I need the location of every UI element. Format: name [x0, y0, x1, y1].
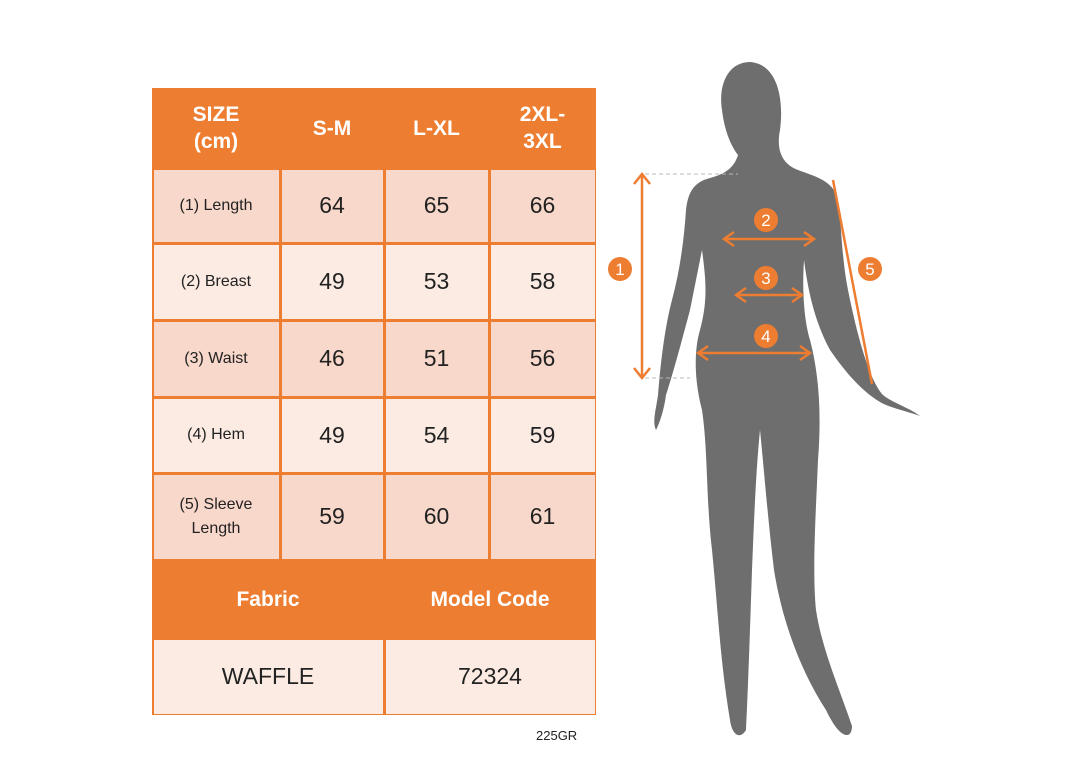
model-code-value-text: 72324 — [458, 663, 522, 689]
row-label-text: (2) Breast — [180, 272, 252, 290]
row-label-text: (3) Waist — [184, 349, 248, 367]
size-value-cell: 59 — [490, 398, 595, 472]
marker-number: 3 — [761, 269, 770, 288]
size-value-cell: 56 — [490, 321, 595, 396]
marker-3-icon — [754, 266, 778, 290]
fabric-value-text: WAFFLE — [221, 663, 315, 689]
sleeve-arrow — [831, 179, 874, 385]
size-value-cell-text: 64 — [319, 192, 345, 218]
marker-number: 5 — [865, 260, 874, 279]
size-value-cell: 59 — [281, 474, 383, 559]
size-value-cell: 51 — [385, 321, 488, 396]
size-value-cell: 54 — [385, 398, 488, 472]
size-chart-table: SIZE (cm) S-M L-XL 2XL- 3XL (1) Length 64 65 66… — [152, 88, 596, 715]
size-value-cell-text: 59 — [319, 503, 345, 529]
fabric-header: Fabric — [236, 587, 300, 611]
header-cell: 2XL- 3XL — [519, 103, 566, 153]
marker-2-icon — [754, 208, 778, 232]
row-label: (5) Sleeve Length — [153, 474, 279, 559]
size-value-cell-text: 46 — [319, 345, 345, 371]
body-silhouette-figure: 1 2 3 4 5 — [608, 62, 920, 736]
row-label: (3) Waist — [153, 321, 279, 396]
row-label-text: (5) Sleeve Length — [179, 495, 253, 537]
product-code: 225GR — [536, 728, 578, 743]
silhouette-icon — [654, 62, 920, 736]
header-cell: L-XL — [413, 116, 460, 140]
marker-number: 1 — [615, 260, 624, 279]
model-code-value: 72324 — [385, 639, 595, 714]
size-value-cell-text: 54 — [423, 421, 450, 448]
marker-4-icon — [754, 324, 778, 348]
size-value-cell-text: 51 — [423, 345, 450, 371]
marker-number: 4 — [761, 327, 770, 346]
marker-1-icon — [608, 257, 632, 281]
measurement-arrows — [633, 171, 874, 385]
size-value-cell-text: 65 — [423, 192, 450, 218]
size-value-cell-text: 49 — [319, 421, 345, 448]
size-value-cell: 46 — [281, 321, 383, 396]
size-value-cell: 65 — [385, 169, 488, 242]
size-value-cell: 64 — [281, 169, 383, 242]
size-value-cell: 49 — [281, 244, 383, 319]
marker-number: 2 — [761, 211, 770, 230]
header-cell: S-M — [312, 116, 352, 140]
size-value-cell: 60 — [385, 474, 488, 559]
size-value-cell-text: 58 — [529, 268, 556, 294]
size-value-cell-text: 56 — [529, 345, 556, 371]
row-label-text: (1) Length — [179, 196, 253, 214]
header-cell: SIZE (cm) — [192, 103, 240, 153]
model-code-header: Model Code — [430, 587, 550, 611]
size-value-cell-text: 53 — [423, 268, 450, 294]
size-value-cell-text: 59 — [529, 421, 556, 448]
measurement-markers — [608, 208, 882, 348]
row-label-text: (4) Hem — [187, 426, 245, 443]
size-value-cell: 66 — [490, 169, 595, 242]
row-label: (4) Hem — [153, 398, 279, 472]
size-value-cell: 61 — [490, 474, 595, 559]
size-value-cell-text: 61 — [529, 503, 556, 529]
fabric-value: WAFFLE — [153, 639, 383, 714]
size-value-cell-text: 60 — [423, 503, 450, 529]
row-label: (1) Length — [153, 169, 279, 242]
size-value-cell: 49 — [281, 398, 383, 472]
row-label: (2) Breast — [153, 244, 279, 319]
size-value-cell-text: 66 — [529, 192, 556, 218]
size-value-cell: 53 — [385, 244, 488, 319]
size-value-cell: 58 — [490, 244, 595, 319]
marker-5-icon — [858, 257, 882, 281]
size-value-cell-text: 49 — [319, 268, 345, 294]
